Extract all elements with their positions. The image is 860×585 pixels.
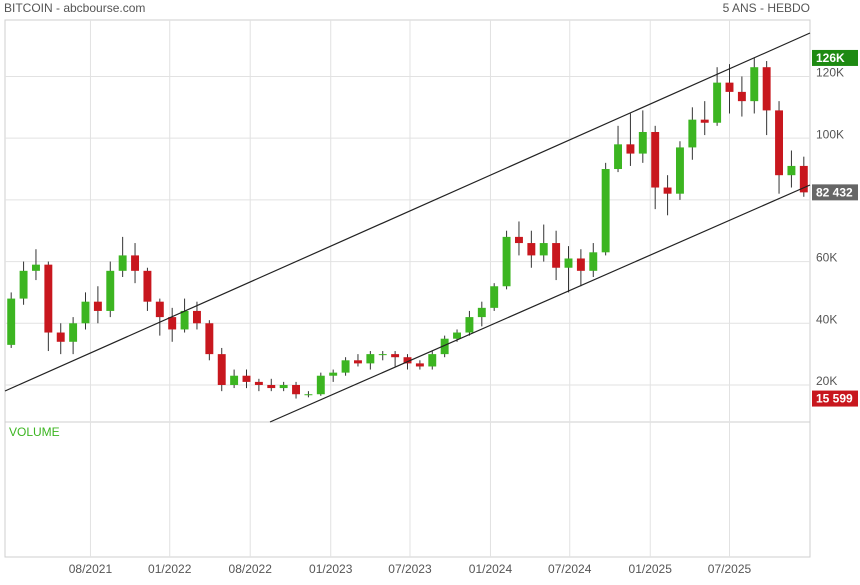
candle-body xyxy=(440,338,449,355)
channel-upper xyxy=(4,32,811,392)
candle-body xyxy=(304,394,313,396)
candle-body xyxy=(527,243,536,256)
candle-body xyxy=(180,310,189,330)
candle-body xyxy=(502,236,511,287)
candle-body xyxy=(341,360,350,373)
candle-body xyxy=(353,360,362,364)
candle-body xyxy=(415,363,424,367)
candle-body xyxy=(651,131,660,188)
volume-label: VOLUME xyxy=(9,425,60,439)
candle-body xyxy=(750,67,759,102)
x-tick-label: 01/2025 xyxy=(629,562,673,576)
x-tick-label: 01/2024 xyxy=(469,562,513,576)
candle-body xyxy=(626,144,635,154)
candle-body xyxy=(242,375,251,382)
candle-body xyxy=(31,264,40,271)
y-tick-label: 20K xyxy=(816,374,837,388)
x-tick-label: 08/2022 xyxy=(229,562,273,576)
candle-body xyxy=(589,252,598,271)
candle-body xyxy=(465,317,474,333)
candle-body xyxy=(775,110,784,176)
candle-body xyxy=(403,357,412,364)
y-tick-label: 100K xyxy=(816,127,844,141)
chart-subtitle: 5 ANS - HEBDO xyxy=(723,1,810,15)
candle-body xyxy=(453,332,462,339)
candle-body xyxy=(700,119,709,123)
x-tick-label: 01/2022 xyxy=(148,562,192,576)
candle-body xyxy=(69,323,78,342)
candle-body xyxy=(514,236,523,244)
candle-body xyxy=(106,270,115,311)
candle-body xyxy=(638,131,647,154)
candle-body xyxy=(168,317,177,330)
x-tick-label: 07/2025 xyxy=(708,562,752,576)
candle-body xyxy=(143,270,152,302)
candle-body xyxy=(799,165,808,193)
candle-body xyxy=(93,301,102,311)
candle-body xyxy=(391,354,400,358)
candle-body xyxy=(19,270,28,299)
candle-body xyxy=(762,67,771,111)
candle-body xyxy=(477,307,486,318)
candle-body xyxy=(675,147,684,194)
candle-body xyxy=(155,301,164,318)
candle-body xyxy=(539,243,548,256)
x-tick-label: 01/2023 xyxy=(309,562,353,576)
candle-body xyxy=(81,301,90,324)
chart-title: BITCOIN - abcbourse.com xyxy=(4,1,145,15)
candle-body xyxy=(192,310,201,324)
price-marker-label: 82 432 xyxy=(816,186,853,200)
candle-body xyxy=(564,258,573,268)
candle-body xyxy=(576,258,585,271)
y-tick-label: 40K xyxy=(816,312,837,326)
price-marker-label: 15 599 xyxy=(816,392,853,406)
candle-body xyxy=(713,82,722,123)
price-marker-label: 126K xyxy=(816,51,845,65)
candle-body xyxy=(7,298,16,345)
candle-body xyxy=(56,332,65,342)
candle-body xyxy=(205,323,214,355)
candle-body xyxy=(737,91,746,102)
candle-body xyxy=(552,243,561,268)
channel-lower xyxy=(269,184,811,423)
price-marker xyxy=(812,390,858,407)
candle-body xyxy=(118,255,127,271)
candle-body xyxy=(787,165,796,176)
x-tick-label: 08/2021 xyxy=(69,562,113,576)
candle-body xyxy=(230,375,239,385)
candle-body xyxy=(366,354,375,364)
price-marker xyxy=(812,184,858,201)
candle-body xyxy=(44,264,53,333)
candle-body xyxy=(725,82,734,92)
candle-body xyxy=(217,354,226,385)
y-tick-label: 60K xyxy=(816,251,837,265)
candle-body xyxy=(316,375,325,395)
y-tick-label: 120K xyxy=(816,66,844,80)
candle-body xyxy=(688,119,697,148)
price-marker xyxy=(812,49,858,66)
candle-body xyxy=(428,354,437,367)
x-tick-label: 07/2023 xyxy=(388,562,432,576)
candle-body xyxy=(378,354,387,356)
candle-body xyxy=(254,381,263,385)
candle-body xyxy=(329,372,338,376)
plot-frame xyxy=(4,19,811,558)
candle-body xyxy=(614,144,623,170)
candle-body xyxy=(601,169,610,253)
candle-body xyxy=(131,255,140,271)
candle-body xyxy=(279,384,288,389)
candle-body xyxy=(490,286,499,308)
candle-body xyxy=(267,384,276,389)
candle-body xyxy=(292,384,301,395)
x-tick-label: 07/2024 xyxy=(548,562,592,576)
candle-body xyxy=(663,187,672,194)
